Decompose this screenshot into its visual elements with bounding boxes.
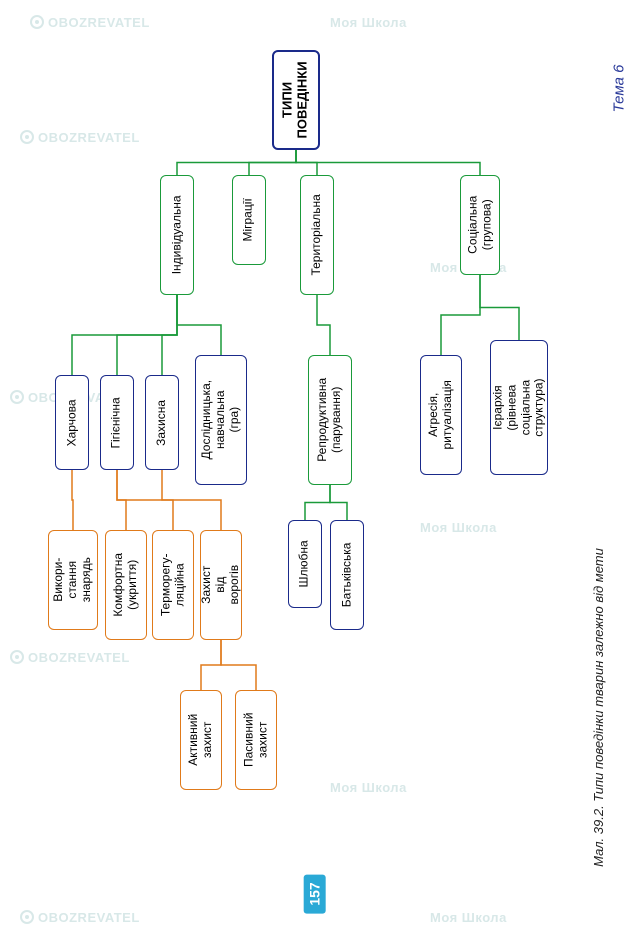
node-marriage: Шлюбна — [288, 520, 322, 608]
node-thermo: Терморегу- ляційна — [152, 530, 194, 640]
node-passive: Пасивний захист — [235, 690, 277, 790]
node-food: Харчова — [55, 375, 89, 470]
node-hygiene: Гігієнічна — [100, 375, 134, 470]
node-enemies: Захист від ворогів — [200, 530, 242, 640]
node-research: Дослідницька, навчальна (гра) — [195, 355, 247, 485]
node-individual: Індивідуальна — [160, 175, 194, 295]
node-territorial: Територіальна — [300, 175, 334, 295]
node-aggression: Агресія, ритуалізація — [420, 355, 462, 475]
page-number: 157 — [304, 874, 326, 913]
node-hierarchy: Ієрархія (рівнева соціальна структура) — [490, 340, 548, 475]
node-social: Соціальна (групова) — [460, 175, 500, 275]
node-root: ТИПИ ПОВЕДІНКИ — [272, 50, 320, 150]
node-comfort: Комфортна (укриття) — [105, 530, 147, 640]
figure-caption: Мал. 39.2. Типи поведінки тварин залежно… — [591, 548, 606, 867]
node-migration: Міграції — [232, 175, 266, 265]
node-reproductive: Репродуктивна (парування) — [308, 355, 352, 485]
node-tools: Викори- стання знарядь — [48, 530, 98, 630]
node-parental: Батьківська — [330, 520, 364, 630]
node-defense: Захисна — [145, 375, 179, 470]
node-active: Активний захист — [180, 690, 222, 790]
